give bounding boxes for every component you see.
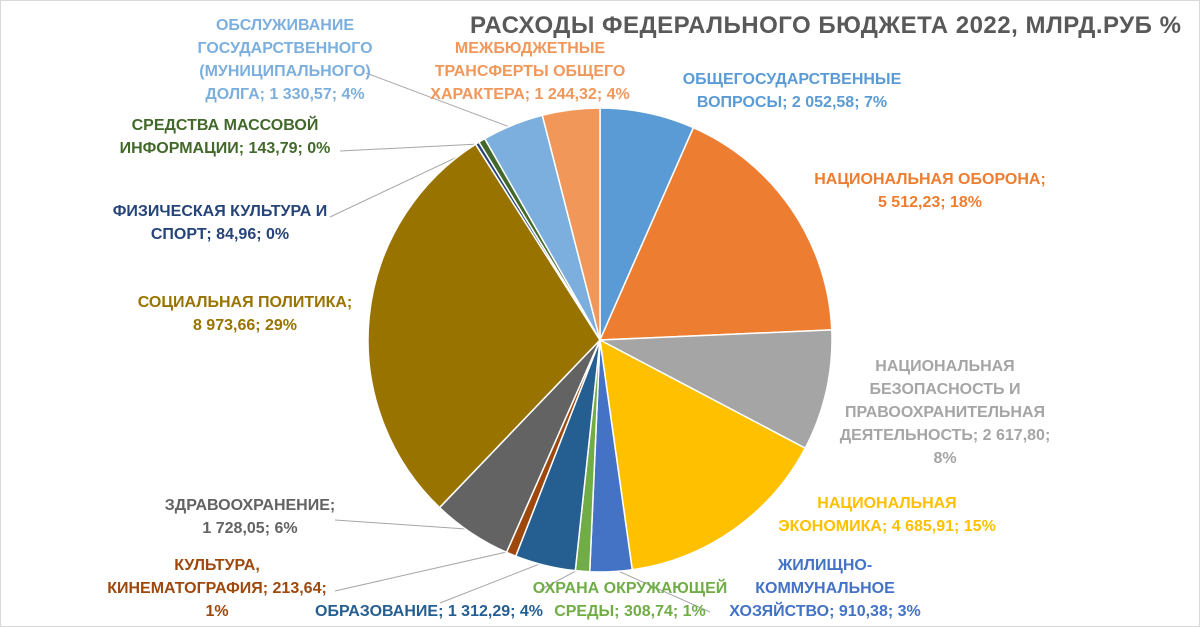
- data-label-social-policy: СОЦИАЛЬНАЯ ПОЛИТИКА; 8 973,66; 29%: [137, 294, 353, 334]
- data-label-security: НАЦИОНАЛЬНАЯ БЕЗОПАСНОСТЬ И ПРАВООХРАНИТ…: [839, 358, 1051, 467]
- data-label-sport: ФИЗИЧЕСКАЯ КУЛЬТУРА И СПОРТ; 84,96; 0%: [112, 203, 328, 243]
- leader-line-12: [365, 72, 515, 130]
- leader-line-11: [339, 143, 484, 152]
- data-label-education: ОБРАЗОВАНИЕ; 1 312,29; 4%: [315, 603, 544, 620]
- data-label-mass-media: СРЕДСТВА МАССОВОЙ ИНФОРМАЦИИ; 143,79; 0%: [119, 117, 331, 157]
- data-label-debt-service: ОБСЛУЖИВАНИЕ ГОСУДАРСТВЕННОГО (МУНИЦИПАЛ…: [197, 17, 373, 103]
- data-label-defense: НАЦИОНАЛЬНАЯ ОБОРОНА; 5 512,23; 18%: [814, 171, 1046, 211]
- pie-slices: [367, 107, 833, 573]
- pie-slice-13: [541, 107, 601, 341]
- chart-title: РАСХОДЫ ФЕДЕРАЛЬНОГО БЮДЖЕТА 2022, МЛРД.…: [470, 12, 1182, 39]
- pie-slice-2: [597, 329, 833, 450]
- data-label-general-issues: ОБЩЕГОСУДАРСТВЕННЫЕ ВОПРОСЫ; 2 052,58; 7…: [682, 71, 902, 111]
- data-label-transfers: МЕЖБЮДЖЕТНЫЕ ТРАНСФЕРТЫ ОБЩЕГО ХАРАКТЕРА…: [430, 40, 630, 103]
- data-label-healthcare: ЗДРАВООХРАНЕНИЕ; 1 728,05; 6%: [164, 497, 336, 537]
- data-label-economy: НАЦИОНАЛЬНАЯ ЭКОНОМИКА; 4 685,91; 15%: [778, 495, 996, 535]
- data-label-environment: ОХРАНА ОКРУЖАЮЩЕЙ СРЕДЫ; 308,74; 1%: [532, 580, 728, 620]
- data-label-housing: ЖИЛИЩНО- КОММУНАЛЬНОЕ ХОЗЯЙСТВО; 910,38;…: [729, 557, 921, 620]
- leader-line-4: [610, 567, 711, 613]
- data-label-culture: КУЛЬТУРА, КИНЕМАТОГРАФИЯ; 213,64; 1%: [107, 557, 327, 620]
- pie-slice-3: [599, 338, 807, 571]
- leader-line-8: [334, 519, 474, 531]
- leader-lines: [329, 72, 711, 613]
- pie-slice-9: [367, 143, 601, 509]
- leader-line-10: [329, 146, 480, 218]
- leader-line-6: [439, 561, 547, 604]
- leader-line-7: [334, 550, 513, 592]
- pie-slice-1: [598, 126, 833, 341]
